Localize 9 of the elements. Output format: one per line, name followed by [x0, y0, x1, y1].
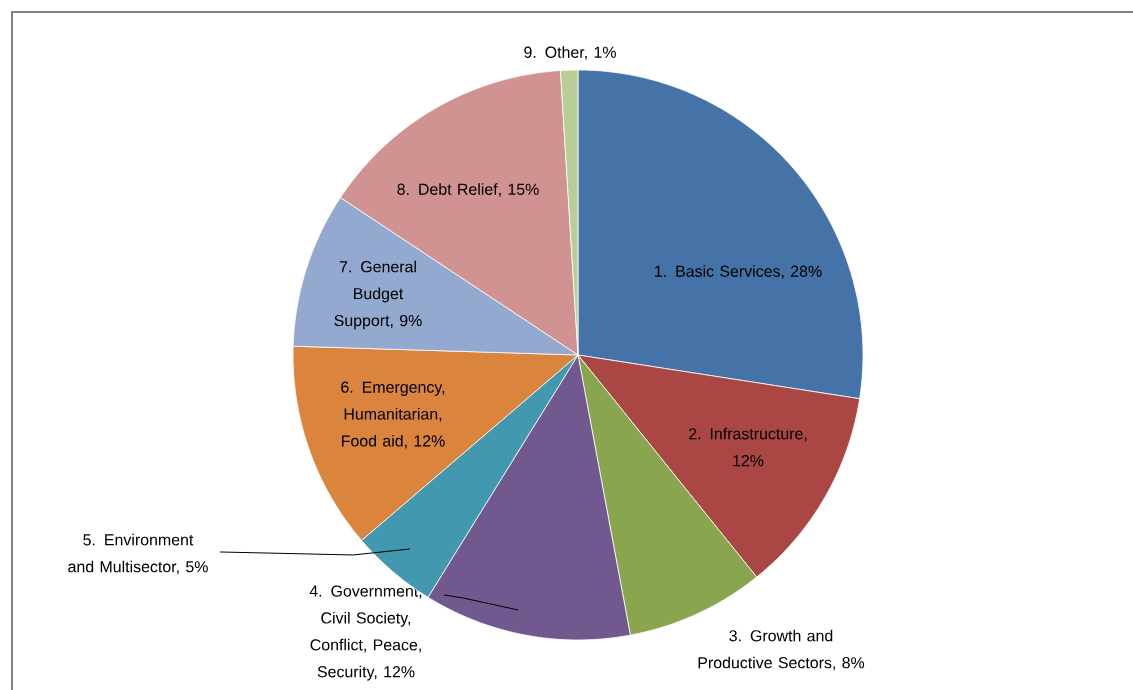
slice-label: 8. Debt Relief, 15%	[397, 183, 539, 197]
slice-label: 4. Government, Civil Society, Conflict, Peace, Security, 12%	[309, 585, 422, 681]
slice-label: 2. Infrastructure, 12%	[689, 427, 807, 467]
slice-label: 6. Emergency, Humanitarian, Food aid, 12%	[341, 381, 445, 449]
slice-label: 7. General Budget Support, 9%	[334, 260, 422, 330]
slice-label: 3. Growth and Productive Sectors, 8%	[698, 629, 865, 671]
slice-label: 1. Basic Services, 28%	[655, 265, 822, 279]
slice-label: 5. Environment and Multisector, 5%	[68, 533, 208, 575]
slice-label: 9. Other, 1%	[524, 46, 616, 60]
